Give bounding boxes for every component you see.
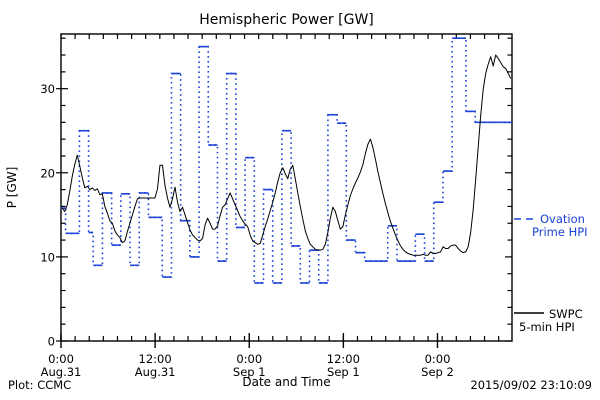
y-axis-label: P [GW] — [5, 167, 19, 209]
y-tick-label: 10 — [40, 250, 55, 264]
legend-label-swpc-line2: 5-min HPI — [519, 320, 575, 334]
x-tick-time-label: 0:00 — [48, 352, 74, 366]
x-tick-date-label: Aug.31 — [135, 365, 176, 379]
y-tick-label: 0 — [48, 335, 55, 349]
x-tick-date-label: Aug.31 — [41, 365, 82, 379]
x-tick-date-label: Sep 1 — [233, 365, 266, 379]
x-axis-label: Date and Time — [242, 375, 330, 389]
x-tick-date-label: Sep 2 — [421, 365, 454, 379]
y-tick-label: 20 — [40, 166, 55, 180]
x-tick-time-label: 0:00 — [425, 352, 451, 366]
footer-timestamp: 2015/09/02 23:10:09 — [470, 378, 592, 392]
x-tick-time-label: 12:00 — [327, 352, 360, 366]
series-swpc-5min-hpi — [61, 54, 512, 256]
x-tick-time-label: 12:00 — [139, 352, 172, 366]
x-tick-time-label: 0:00 — [236, 352, 262, 366]
legend-label-ovation-line2: Prime HPI — [532, 225, 588, 239]
plot-frame — [60, 33, 513, 342]
chart-title: Hemispheric Power [GW] — [199, 12, 374, 28]
y-tick-label: 30 — [40, 82, 55, 96]
legend-label-ovation-line1: Ovation — [540, 212, 585, 226]
footer-plot-credit: Plot: CCMC — [8, 378, 71, 392]
legend-label-swpc-line1: SWPC — [549, 307, 583, 321]
x-tick-date-label: Sep 1 — [327, 365, 360, 379]
